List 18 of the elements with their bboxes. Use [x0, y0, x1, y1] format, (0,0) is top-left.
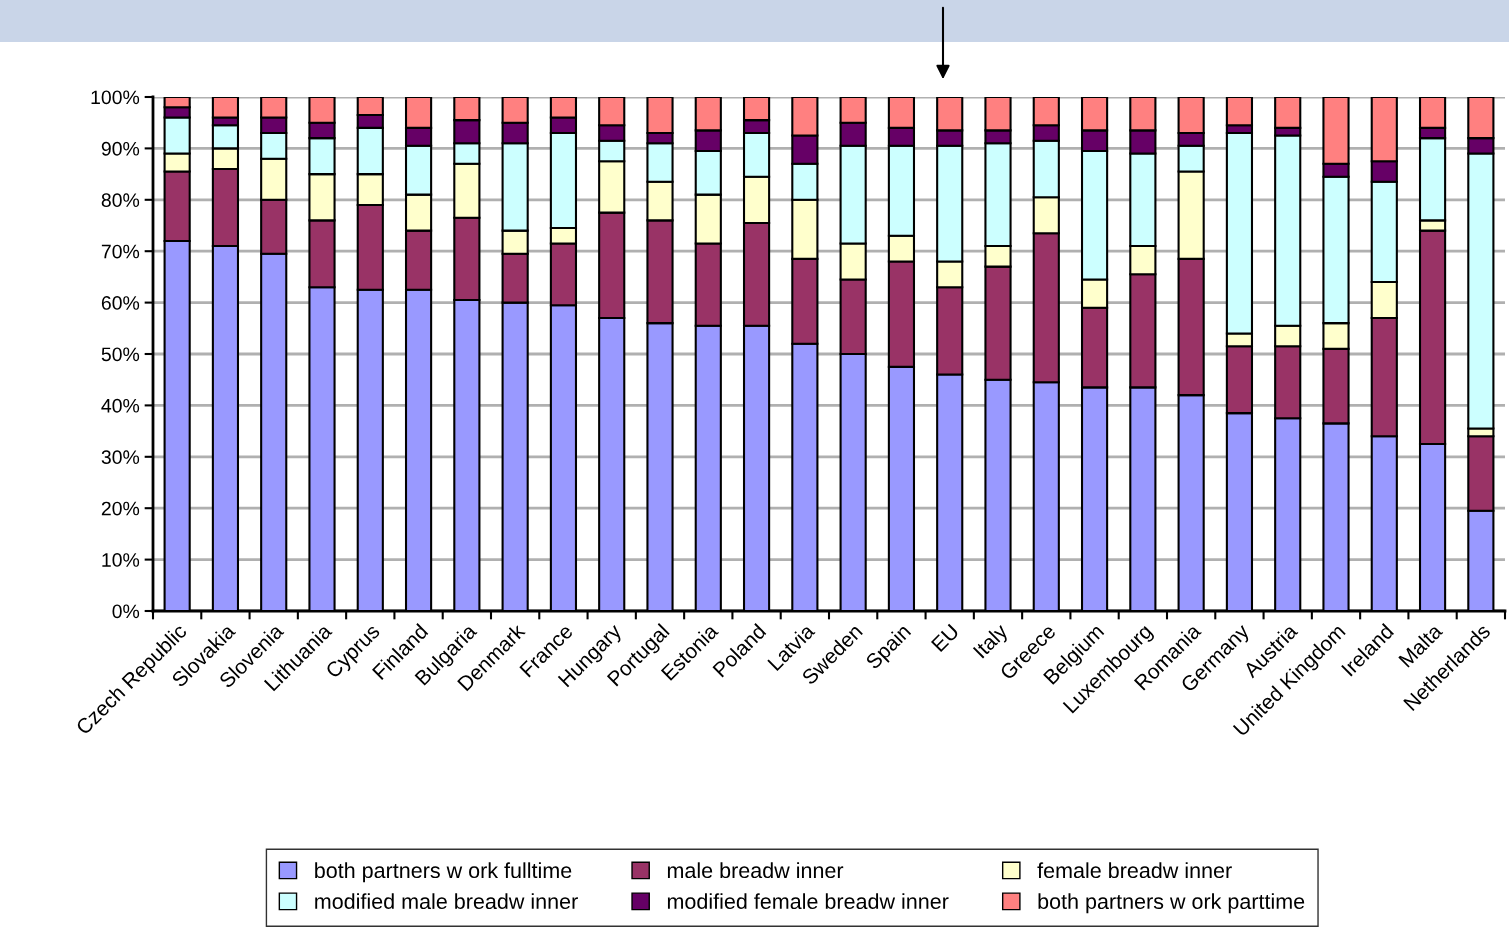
- y-tick-label: 0%: [112, 604, 140, 619]
- y-tick-label: 80%: [101, 193, 140, 208]
- y-tick-label: 10%: [102, 553, 140, 567]
- x-tick-label: EU: [931, 623, 960, 653]
- y-tick-label: 30%: [101, 450, 140, 465]
- legend-label: modified female breadw inner: [667, 893, 949, 910]
- y-tick-label: 40%: [101, 398, 140, 413]
- y-tick-label: 70%: [101, 244, 140, 259]
- legend-label: modified male breadw inner: [315, 893, 578, 910]
- y-tick-label: 60%: [101, 296, 140, 310]
- y-tick-label: 20%: [101, 501, 140, 516]
- legend-label: both partners w ork fulltime: [315, 862, 572, 883]
- y-tick-label: 50%: [101, 347, 140, 362]
- legend-label: male breadw inner: [667, 862, 844, 879]
- legend-label: both partners w ork parttime: [1038, 893, 1305, 914]
- legend-label: female breadw inner: [1037, 862, 1232, 879]
- y-tick-label: 100%: [91, 90, 140, 105]
- y-tick-label: 90%: [101, 141, 140, 156]
